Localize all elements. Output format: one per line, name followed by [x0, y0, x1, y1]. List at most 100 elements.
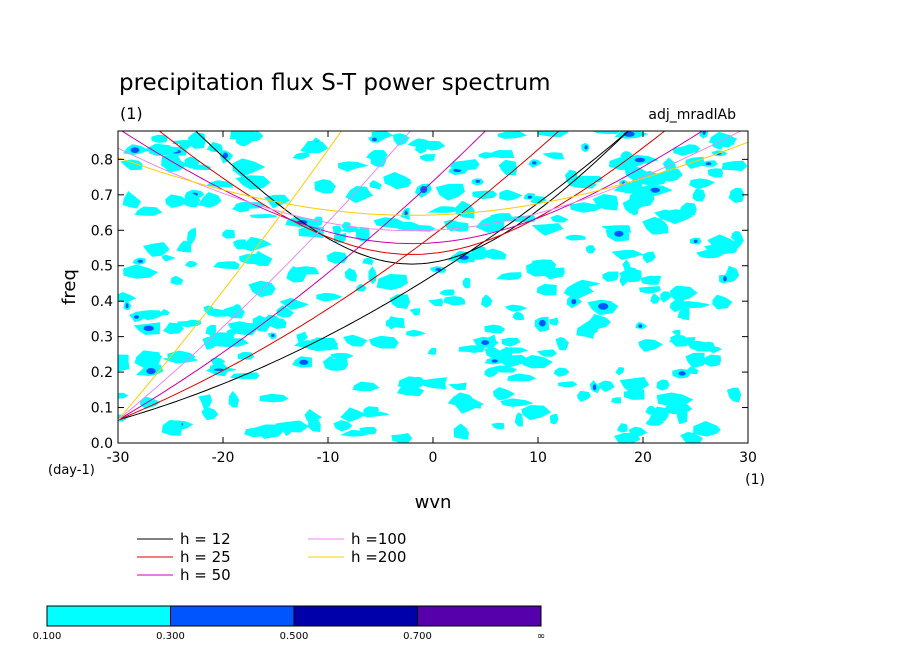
- spectrum-patch: [448, 382, 467, 391]
- spectrum-patch: [304, 409, 323, 425]
- spectrum-patch: [538, 131, 569, 138]
- spectrum-patch: [676, 407, 688, 425]
- spectrum-patch-high: [137, 259, 143, 263]
- spectrum-patch: [497, 131, 528, 139]
- inertia-gravity-curve: [118, 141, 748, 216]
- spectrum-patch: [232, 202, 250, 213]
- spectrum-patch: [529, 195, 547, 204]
- spectrum-patch: [419, 154, 436, 162]
- spectrum-patch: [631, 173, 643, 190]
- spectrum-patch: [555, 337, 569, 351]
- y-tick-label: 0.3: [91, 330, 113, 346]
- chart-title: precipitation flux S-T power spectrum: [119, 70, 551, 96]
- spectrum-patch: [435, 183, 465, 201]
- spectrum-patch: [185, 319, 199, 327]
- spectrum-patch: [300, 140, 329, 154]
- spectrum-patch: [235, 175, 271, 190]
- spectrum-patch: [569, 202, 604, 213]
- spectrum-patch: [427, 206, 461, 213]
- spectrum-patch: [728, 187, 745, 204]
- spectrum-patch: [650, 293, 661, 304]
- spectrum-patch: [428, 298, 444, 307]
- spectrum-patch: [337, 161, 369, 172]
- spectrum-patch: [352, 381, 380, 392]
- spectrum-patch: [122, 191, 142, 209]
- spectrum-patch: [450, 222, 469, 232]
- spectrum-patch: [703, 354, 722, 367]
- spectrum-patch: [147, 352, 163, 361]
- spectrum-patch: [542, 152, 565, 160]
- spectrum-patch: [369, 180, 382, 190]
- spectrum-patch-high: [146, 368, 156, 375]
- y-tick-label: 0.2: [91, 365, 113, 381]
- spectrum-patch: [646, 217, 663, 235]
- colorbar: 0.100 0.300 0.500 0.700 ∞: [33, 605, 545, 642]
- spectrum-patch: [689, 178, 716, 190]
- spectrum-patch-high: [705, 162, 712, 166]
- spectrum-patch: [619, 274, 629, 287]
- spectrum-patch: [721, 160, 748, 172]
- y-tick-label: 0.6: [91, 223, 113, 239]
- spectrum-patch: [491, 422, 505, 430]
- spectrum-patch: [712, 294, 733, 310]
- spectrum-patch: [493, 386, 515, 401]
- x-unit-label: (1): [745, 472, 765, 488]
- kelvin-curve: [118, 131, 342, 421]
- spectrum-patch: [198, 394, 213, 410]
- spectrum-patch: [279, 297, 310, 310]
- spectrum-patch: [708, 131, 736, 145]
- spectrum-patch: [611, 397, 622, 404]
- spectrum-patch: [376, 273, 408, 291]
- kelvin-curve: [118, 131, 630, 421]
- spectrum-patch: [344, 268, 357, 282]
- spectrum-patch: [249, 214, 278, 219]
- spectrum-patch-high: [702, 131, 706, 135]
- spectrum-patch: [642, 251, 656, 264]
- spectrum-patch: [602, 271, 619, 283]
- spectrum-patch: [726, 387, 742, 403]
- spectrum-patch: [640, 275, 662, 285]
- spectrum-patch: [259, 393, 289, 403]
- y-tick-label: 0.8: [91, 152, 113, 168]
- spectrum-patch: [146, 143, 179, 156]
- legend-label: h = 50: [180, 566, 231, 584]
- colorbar-swatch: [170, 605, 295, 627]
- colorbar-label: 0.300: [156, 631, 185, 642]
- spectrum-patch: [645, 405, 657, 415]
- spectrum-patch-high: [299, 359, 309, 365]
- spectrum-patch: [512, 311, 524, 321]
- spectrum-patch: [162, 322, 184, 335]
- spectrum-patch: [161, 419, 183, 436]
- spectrum-patch: [672, 329, 681, 336]
- spectrum-patch: [197, 192, 222, 208]
- spectrum-patch: [233, 239, 247, 250]
- spectrum-patch: [656, 392, 694, 407]
- spectrum-patch: [229, 131, 256, 142]
- spectrum-patch: [221, 229, 235, 239]
- x-tick-label: 0: [429, 450, 438, 466]
- spectrum-patch: [184, 260, 198, 268]
- spectrum-patch: [368, 266, 377, 284]
- spectrum-patch: [733, 231, 744, 249]
- spectrum-patch: [669, 337, 696, 343]
- spectrum-patch: [333, 420, 353, 432]
- spectrum-patch: [170, 275, 184, 285]
- spectrum-patch: [213, 261, 240, 270]
- spectrum-patch: [676, 301, 710, 309]
- spectrum-patch: [484, 324, 506, 334]
- spectrum-patch: [123, 264, 159, 279]
- spectrum-patch-high: [271, 334, 275, 337]
- spectrum-patch-high: [125, 303, 129, 309]
- colorbar-swatch: [417, 605, 542, 627]
- colorbar-label: ∞: [537, 631, 545, 642]
- spectrum-patch: [680, 431, 704, 443]
- spectrum-patch: [362, 257, 374, 266]
- spectrum-patch: [531, 223, 564, 236]
- spectrum-patch: [692, 188, 706, 202]
- colorbar-swatch: [293, 605, 418, 627]
- kelvin-curve: [118, 131, 560, 421]
- spectrum-patch: [598, 380, 615, 392]
- spectrum-patch: [684, 366, 699, 375]
- spectrum-patch-high: [723, 276, 727, 282]
- spectrum-patch: [670, 285, 698, 302]
